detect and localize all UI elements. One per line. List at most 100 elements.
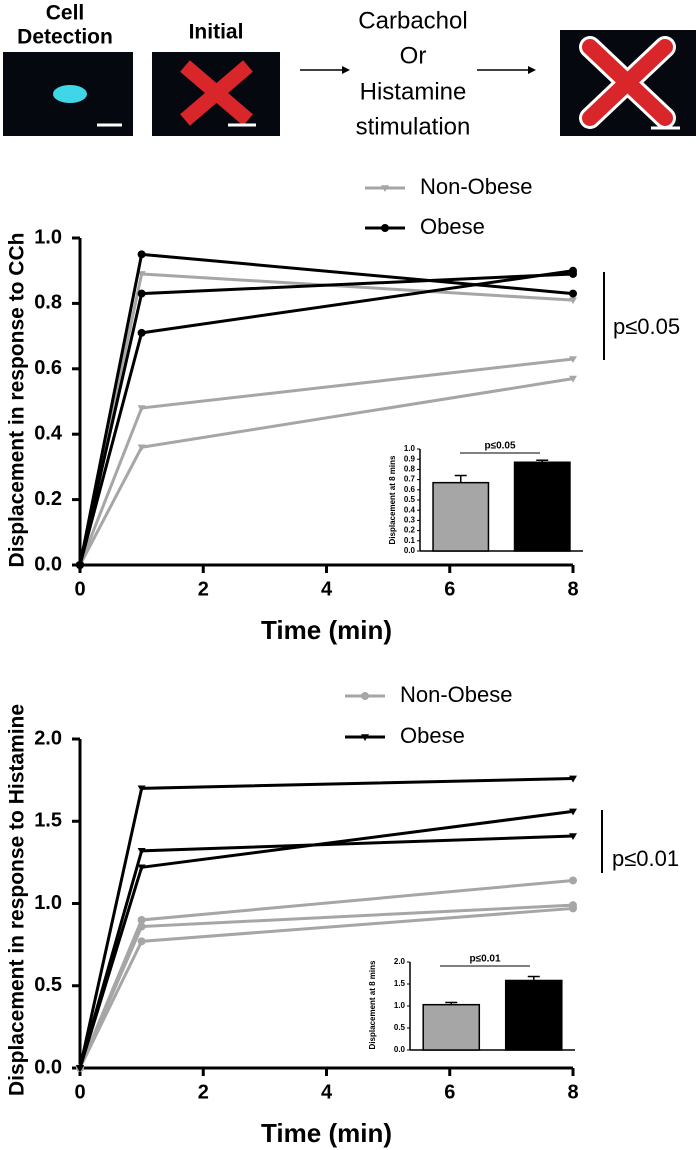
y-tick-label: 0.5 xyxy=(404,495,416,504)
y-tick-label: 0.6 xyxy=(34,357,62,379)
schematic: Cell Detection Initial Carbachol Or Hist… xyxy=(3,2,696,140)
x-tick-label: 6 xyxy=(444,578,455,600)
marker xyxy=(569,775,577,783)
y-tick-label: 1.5 xyxy=(394,979,406,988)
y-axis-label: Displacement at 8 mins xyxy=(368,960,377,1049)
marker xyxy=(137,444,146,452)
marker xyxy=(569,297,577,305)
y-axis-label: Displacement in response to Histamine xyxy=(6,704,29,1096)
y-tick-label: 0.7 xyxy=(404,475,416,484)
series-line xyxy=(78,252,574,566)
annotation: p≤0.01 xyxy=(612,846,679,871)
bar xyxy=(432,481,490,552)
x-tick-label: 4 xyxy=(321,578,333,600)
marker xyxy=(137,937,146,946)
step-label: Carbachol xyxy=(358,7,467,34)
bar xyxy=(504,979,563,1051)
y-tick-label: 0.4 xyxy=(404,505,416,514)
y-axis-label: Displacement in response to CCh xyxy=(6,233,29,568)
marker xyxy=(137,848,146,855)
annotation: p≤0.01 xyxy=(469,954,500,965)
y-tick-label: 0.3 xyxy=(404,516,416,525)
series-line xyxy=(78,834,574,1069)
marker xyxy=(569,833,577,841)
marker xyxy=(569,375,577,383)
step-label: Initial xyxy=(189,21,244,44)
y-tick-label: 1.0 xyxy=(404,444,416,453)
x-tick-label: 8 xyxy=(567,578,578,600)
step-label: Or xyxy=(400,42,427,69)
marker xyxy=(76,561,84,569)
marker xyxy=(569,356,577,363)
y-tick-label: 1.0 xyxy=(34,892,62,914)
x-tick-label: 2 xyxy=(198,578,209,600)
step-label: stimulation xyxy=(356,113,471,140)
y-tick-label: 0.6 xyxy=(404,485,416,494)
y-tick-label: 0.1 xyxy=(404,536,416,545)
legend-label: Obese xyxy=(400,723,465,748)
x-tick-label: 6 xyxy=(444,1081,455,1103)
marker xyxy=(137,271,146,278)
marker xyxy=(137,250,146,259)
x-tick-label: 0 xyxy=(74,578,85,600)
step-label: Cell xyxy=(46,2,85,25)
marker xyxy=(76,1065,84,1072)
y-tick-label: 2.0 xyxy=(394,957,406,966)
cell xyxy=(53,85,87,103)
y-tick-label: 0.9 xyxy=(404,454,416,463)
y-tick-label: 0.0 xyxy=(34,1056,62,1078)
y-tick-label: 0.0 xyxy=(34,553,62,575)
series-line xyxy=(78,906,574,1069)
marker xyxy=(569,266,577,275)
marker xyxy=(137,289,146,298)
y-tick-label: 1.5 xyxy=(34,810,62,832)
marker xyxy=(381,185,389,192)
y-tick-label: 2.0 xyxy=(34,727,62,749)
y-tick-label: 0.2 xyxy=(34,488,62,510)
marker xyxy=(361,734,369,741)
marker xyxy=(137,922,146,931)
marker xyxy=(361,692,369,700)
y-tick-label: 0.4 xyxy=(34,422,63,444)
cross xyxy=(180,60,253,126)
arrow-head xyxy=(528,66,536,74)
x-axis-label: Time (min) xyxy=(261,615,392,645)
x-tick-label: 8 xyxy=(567,1081,578,1103)
marker xyxy=(137,405,146,413)
annotation: p≤0.05 xyxy=(484,441,515,452)
bar xyxy=(513,461,571,552)
y-tick-label: 0.0 xyxy=(394,1045,406,1054)
series-line xyxy=(78,272,574,566)
y-tick-label: 1.0 xyxy=(394,1001,406,1010)
y-tick-label: 0.5 xyxy=(34,974,62,996)
series-line xyxy=(78,903,574,1069)
marker xyxy=(381,224,389,232)
y-tick-label: 0.8 xyxy=(34,292,62,314)
legend-label: Non-Obese xyxy=(400,682,513,707)
y-tick-label: 0.8 xyxy=(404,465,416,474)
x-tick-label: 4 xyxy=(321,1081,333,1103)
marker xyxy=(569,808,577,816)
x-tick-label: 2 xyxy=(198,1081,209,1103)
x-axis-label: Time (min) xyxy=(261,1118,392,1148)
x-tick-label: 0 xyxy=(74,1081,85,1103)
y-tick-label: 1.0 xyxy=(34,226,62,248)
y-tick-label: 0.2 xyxy=(404,526,416,535)
cross xyxy=(582,39,673,126)
marker xyxy=(137,785,146,793)
marker xyxy=(137,864,146,872)
series-line xyxy=(78,272,574,566)
legend-label: Non-Obese xyxy=(420,174,533,199)
y-tick-label: 0.5 xyxy=(394,1023,406,1032)
marker xyxy=(569,289,577,298)
marker xyxy=(137,915,146,924)
bar xyxy=(422,1003,481,1051)
marker xyxy=(137,328,146,337)
y-axis-label: Displacement at 8 mins xyxy=(388,455,397,544)
step-label: Histamine xyxy=(360,78,467,105)
marker xyxy=(569,876,577,885)
marker xyxy=(569,904,577,913)
step-label: Detection xyxy=(17,26,113,49)
y-tick-label: 0.0 xyxy=(404,546,416,555)
